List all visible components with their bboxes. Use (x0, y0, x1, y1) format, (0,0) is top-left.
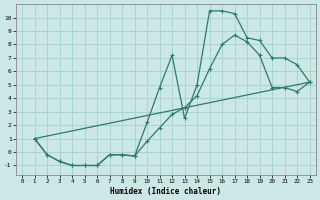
X-axis label: Humidex (Indice chaleur): Humidex (Indice chaleur) (110, 187, 221, 196)
